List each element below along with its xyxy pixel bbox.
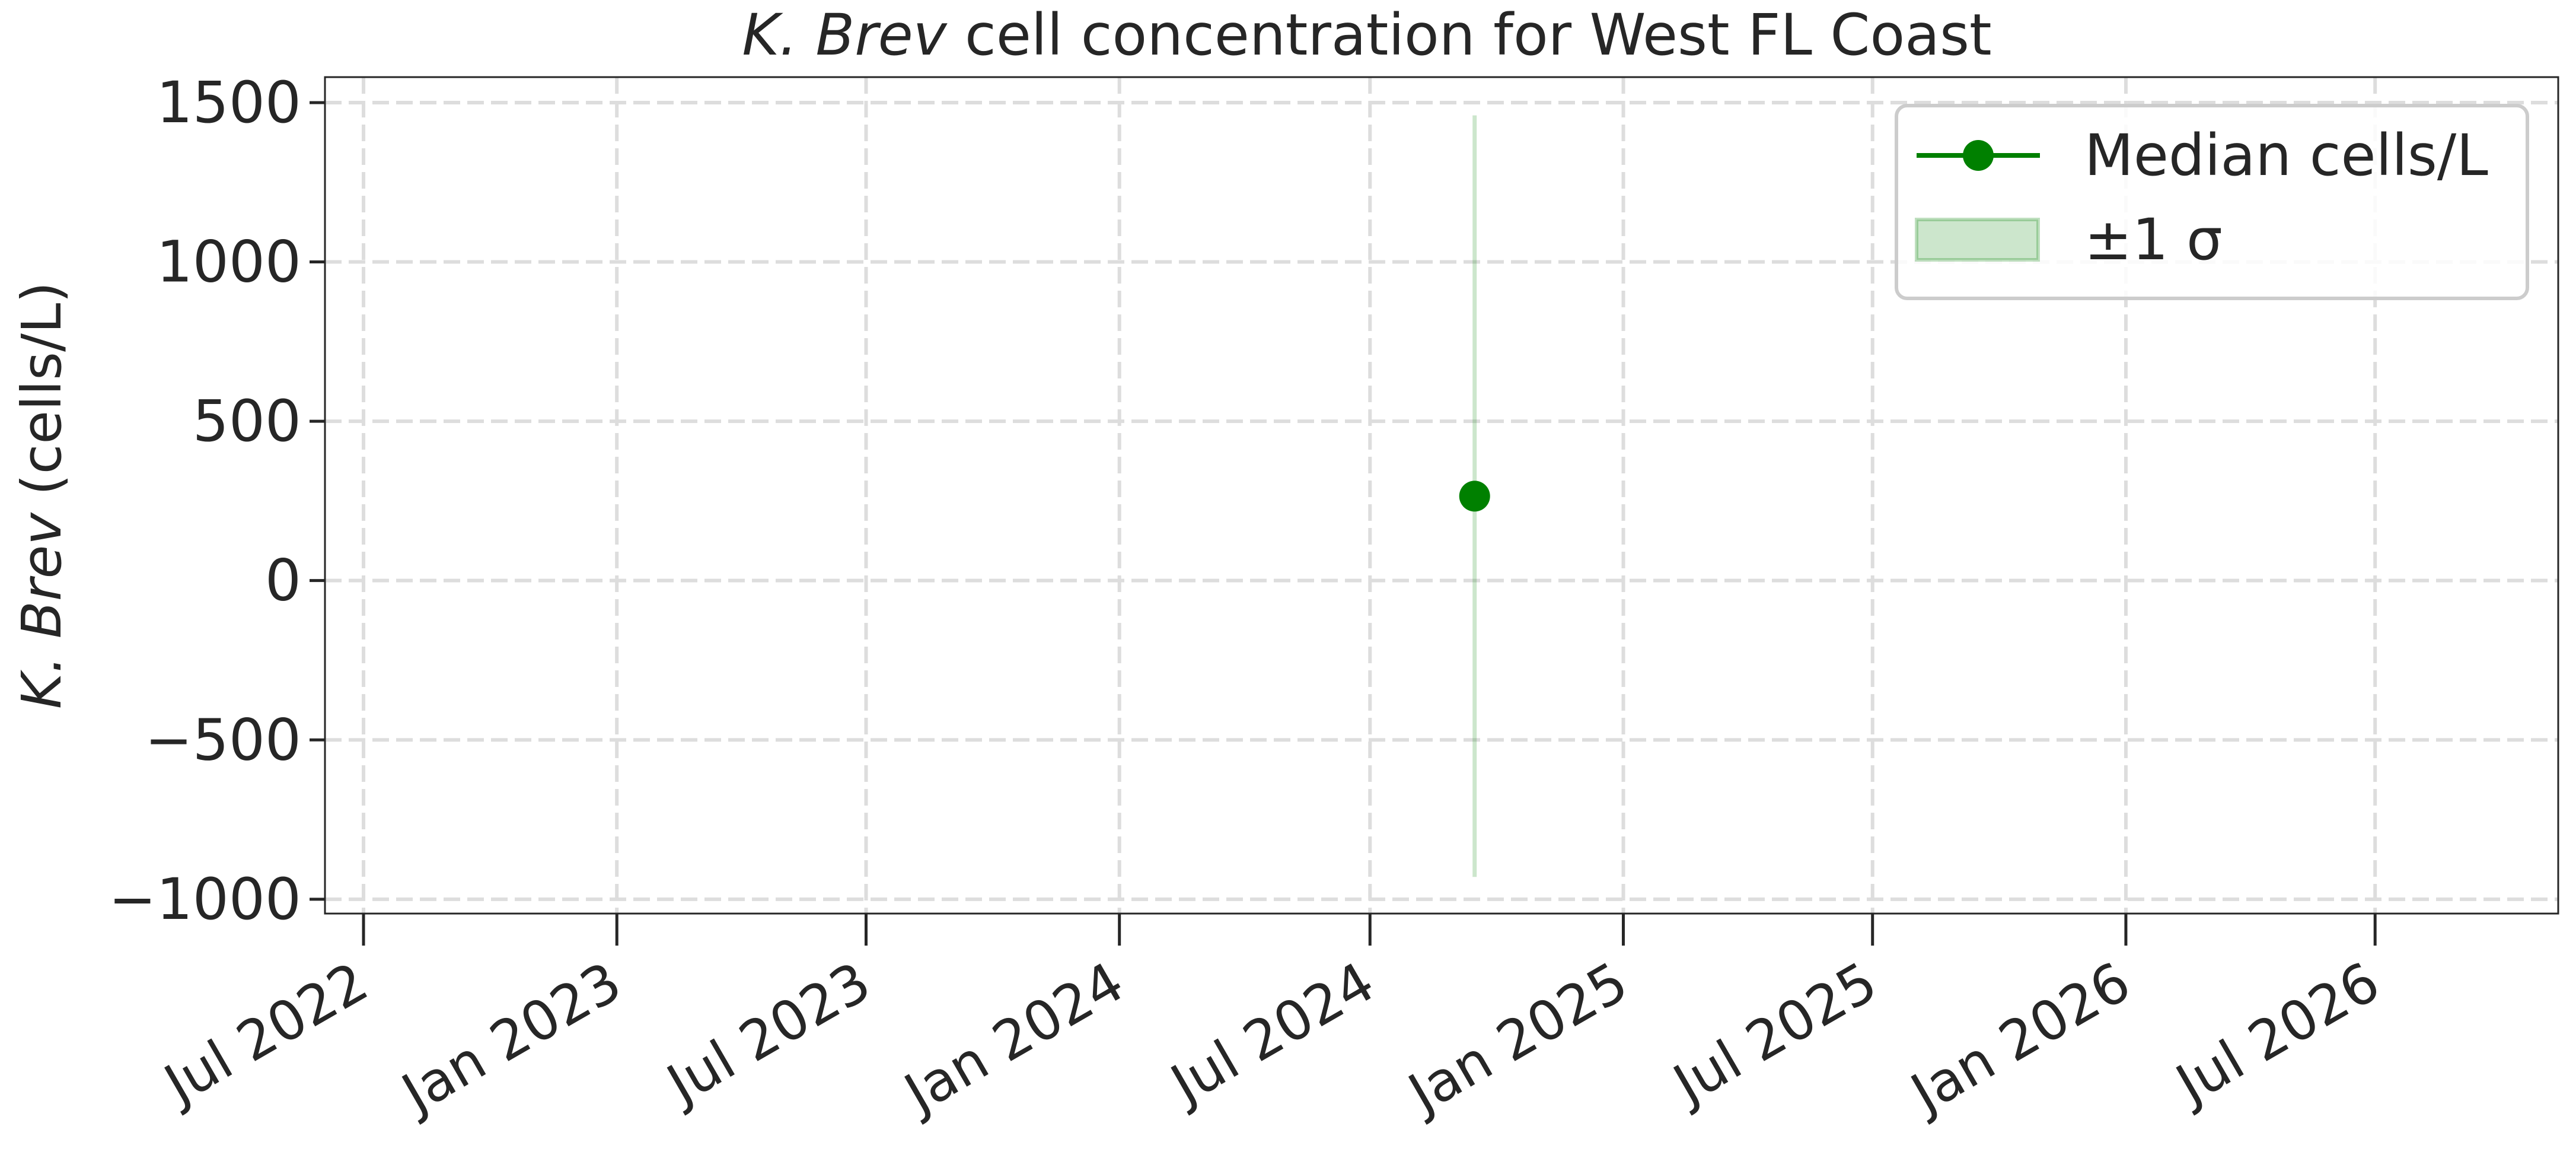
legend-label-sigma: ±1 σ <box>2084 206 2223 273</box>
legend-frame <box>1895 104 2529 300</box>
median-series <box>1459 481 1490 512</box>
chart-title: K. Brev cell concentration for West FL C… <box>742 2 1991 68</box>
legend: Median cells/L ±1 σ <box>1895 104 2529 300</box>
median-point <box>1459 481 1490 512</box>
y-axis: 1500 1000 500 0 −500 −1000 <box>109 69 325 933</box>
y-axis-label-italic: K. Brev <box>10 512 74 709</box>
y-tick-label: −1000 <box>109 866 301 933</box>
y-tick-label: 1500 <box>157 69 301 136</box>
y-tick-label: 1000 <box>157 229 301 295</box>
legend-band-swatch <box>1915 218 2040 262</box>
y-axis-label: K. Brev (cells/L) <box>10 282 74 709</box>
chart-title-italic: K. Brev <box>742 2 947 68</box>
y-axis-label-rest: (cells/L) <box>10 282 74 513</box>
legend-marker-swatch <box>1963 140 1994 171</box>
y-tick-label: 0 <box>265 548 301 614</box>
y-tick-label: −500 <box>145 707 301 773</box>
legend-label-median: Median cells/L <box>2084 122 2488 189</box>
y-tick-label: 500 <box>193 388 301 454</box>
plot-frame <box>324 76 2559 915</box>
chart-title-rest: cell concentration for West FL Coast <box>947 2 1992 68</box>
